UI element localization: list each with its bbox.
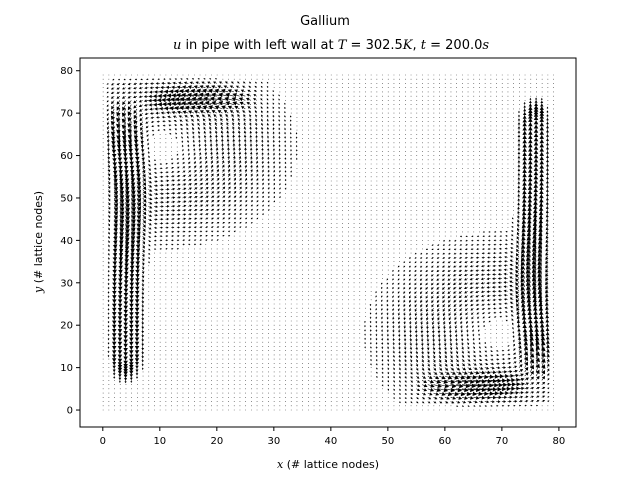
x-tick-label: 40 bbox=[324, 436, 337, 447]
chart-title: Gallium bbox=[300, 14, 350, 29]
plot-frame bbox=[79, 57, 577, 428]
y-tick-label: 70 bbox=[60, 109, 73, 120]
x-tick-label: 50 bbox=[381, 436, 394, 447]
chart-subtitle: u in pipe with left wall at T = 302.5K, … bbox=[173, 38, 489, 53]
y-axis: 0 10 20 30 40 50 60 70 80 bbox=[60, 66, 80, 417]
x-tick-label: 10 bbox=[153, 436, 166, 447]
quiver-arrows bbox=[102, 74, 554, 411]
x-tick-label: 60 bbox=[439, 436, 452, 447]
y-axis-label: y (# lattice nodes) bbox=[32, 191, 45, 294]
y-tick-label: 80 bbox=[60, 66, 73, 77]
x-tick-label: 80 bbox=[553, 436, 566, 447]
y-tick-label: 10 bbox=[60, 363, 73, 374]
x-axis-label: x (# lattice nodes) bbox=[277, 458, 379, 471]
x-tick-label: 0 bbox=[100, 436, 106, 447]
x-tick-label: 30 bbox=[267, 436, 280, 447]
x-tick-label: 70 bbox=[496, 436, 509, 447]
y-tick-label: 40 bbox=[60, 236, 73, 247]
y-tick-label: 0 bbox=[67, 406, 73, 417]
y-tick-label: 50 bbox=[60, 193, 73, 204]
velocity-vectors bbox=[102, 74, 554, 411]
x-axis: 0 10 20 30 40 50 60 70 80 bbox=[100, 427, 566, 447]
y-tick-label: 30 bbox=[60, 278, 73, 289]
y-tick-label: 60 bbox=[60, 151, 73, 162]
y-tick-label: 20 bbox=[60, 321, 73, 332]
x-tick-label: 20 bbox=[210, 436, 223, 447]
